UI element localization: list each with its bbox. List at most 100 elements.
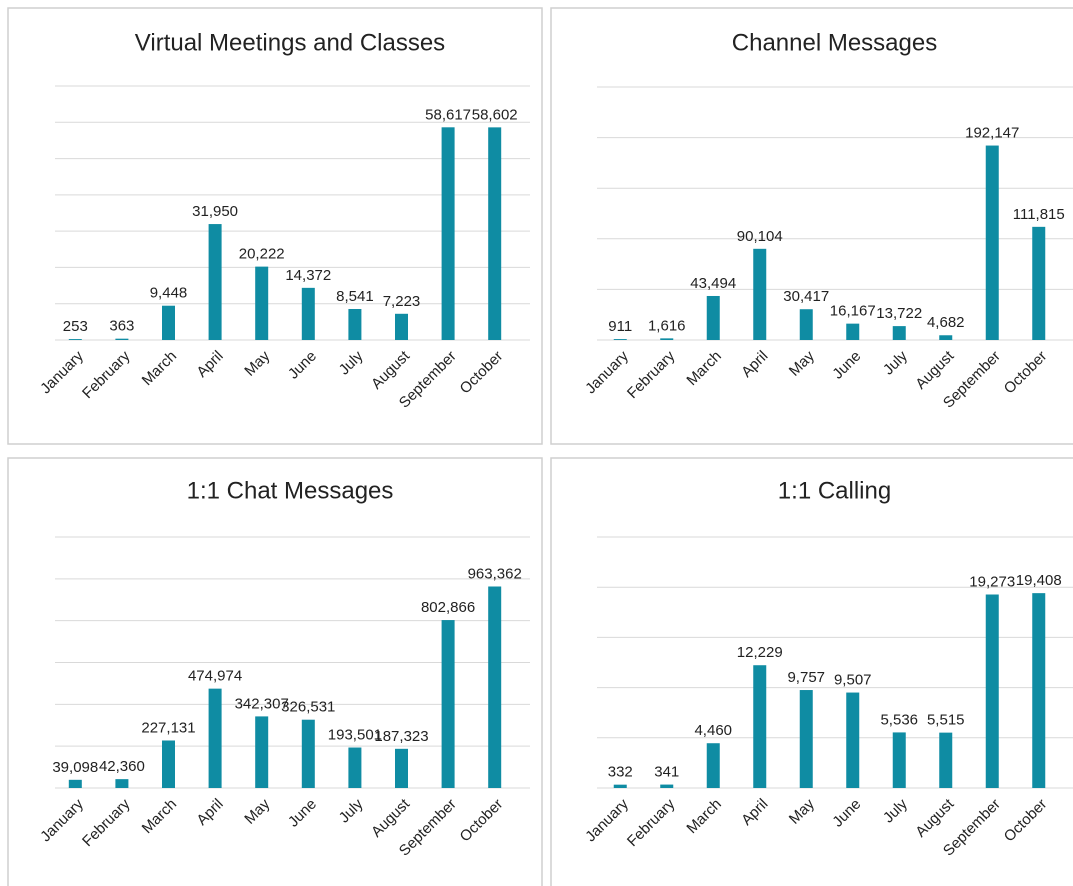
panel-border (7, 457, 543, 886)
value-label: 90,104 (737, 228, 783, 245)
bar (660, 338, 674, 340)
x-tick-label: October (1001, 796, 1051, 846)
bar (660, 784, 674, 788)
x-tick-label: February (79, 347, 134, 402)
x-tick-label: July (336, 795, 367, 826)
x-tick-label: May (786, 347, 818, 379)
panel-border (7, 7, 543, 445)
value-label: 19,408 (1016, 572, 1062, 589)
chart-panel: 1:1 Calling332January341February4,460Mar… (550, 457, 1073, 886)
bar (348, 309, 362, 340)
x-tick-label: April (738, 796, 771, 829)
bar (488, 127, 502, 340)
x-tick-label: October (457, 796, 507, 846)
x-tick-label: February (624, 795, 679, 850)
bar (348, 747, 362, 788)
x-tick-label: June (285, 348, 320, 383)
x-tick-label: April (738, 348, 771, 381)
bar (255, 716, 269, 788)
bar (301, 719, 315, 788)
chart-panel: 1:1 Chat Messages39,098January42,360Febr… (7, 457, 543, 886)
value-label: 363 (109, 318, 134, 335)
bar (846, 692, 860, 788)
bar (162, 305, 175, 340)
bar (706, 295, 720, 340)
bar (115, 338, 129, 340)
x-tick-label: March (683, 796, 724, 837)
panel-border (550, 7, 1073, 445)
x-tick-label: February (624, 347, 679, 402)
bar (799, 309, 813, 340)
value-label: 332 (608, 764, 633, 781)
x-tick-label: March (139, 796, 180, 837)
bar (753, 248, 767, 340)
panel-border (550, 457, 1073, 886)
value-label: 9,448 (150, 285, 188, 302)
value-label: 253 (63, 318, 88, 335)
bar (846, 323, 860, 340)
x-tick-label: October (457, 348, 507, 398)
bar (395, 748, 408, 788)
x-tick-label: July (336, 347, 367, 378)
bar (208, 224, 222, 340)
value-label: 111,815 (1013, 206, 1065, 223)
value-label: 13,722 (876, 305, 922, 322)
x-tick-label: July (880, 795, 911, 826)
bar (255, 266, 269, 340)
x-tick-label: May (241, 347, 273, 379)
bar (68, 779, 82, 788)
value-label: 9,757 (787, 669, 825, 686)
bar (753, 665, 767, 788)
x-tick-label: August (368, 795, 414, 841)
chart-panel: Channel Messages911January1,616February4… (550, 7, 1073, 445)
x-tick-label: August (368, 347, 414, 393)
bar (1032, 226, 1046, 340)
bar (441, 127, 455, 340)
value-label: 9,507 (834, 672, 872, 689)
bar (985, 145, 999, 340)
bar (799, 690, 813, 788)
chart-title: 1:1 Calling (778, 477, 891, 504)
bar (395, 313, 408, 340)
x-tick-label: June (285, 796, 320, 831)
value-label: 58,617 (425, 106, 471, 123)
bar (706, 743, 720, 788)
bar (162, 740, 175, 788)
bar (939, 335, 953, 340)
x-tick-label: June (829, 796, 864, 831)
bar (441, 620, 455, 788)
bar (208, 688, 222, 788)
x-tick-label: May (241, 795, 273, 827)
value-label: 39,098 (52, 759, 98, 776)
bar (892, 732, 906, 788)
value-label: 802,866 (421, 599, 475, 616)
value-label: 474,974 (188, 668, 242, 685)
value-label: 1,616 (648, 317, 686, 334)
value-label: 5,536 (880, 711, 918, 728)
value-label: 193,501 (328, 726, 382, 743)
x-tick-label: June (829, 348, 864, 383)
value-label: 8,541 (336, 288, 374, 305)
value-label: 326,531 (281, 699, 335, 716)
value-label: 12,229 (737, 644, 783, 661)
value-label: 16,167 (830, 303, 876, 320)
value-label: 7,223 (383, 293, 421, 310)
bar (613, 784, 627, 788)
value-label: 192,147 (965, 125, 1019, 142)
x-tick-label: February (79, 795, 134, 850)
x-tick-label: July (880, 347, 911, 378)
x-tick-label: October (1001, 348, 1051, 398)
bar (115, 779, 129, 788)
x-tick-label: April (193, 796, 226, 829)
value-label: 4,460 (694, 722, 732, 739)
bar (939, 732, 953, 788)
x-tick-label: August (912, 347, 958, 393)
bar (613, 339, 627, 340)
value-label: 42,360 (99, 758, 145, 775)
value-label: 5,515 (927, 712, 965, 729)
value-label: 43,494 (690, 275, 736, 292)
value-label: 31,950 (192, 203, 238, 220)
value-label: 963,362 (468, 565, 522, 582)
bar (68, 339, 82, 340)
